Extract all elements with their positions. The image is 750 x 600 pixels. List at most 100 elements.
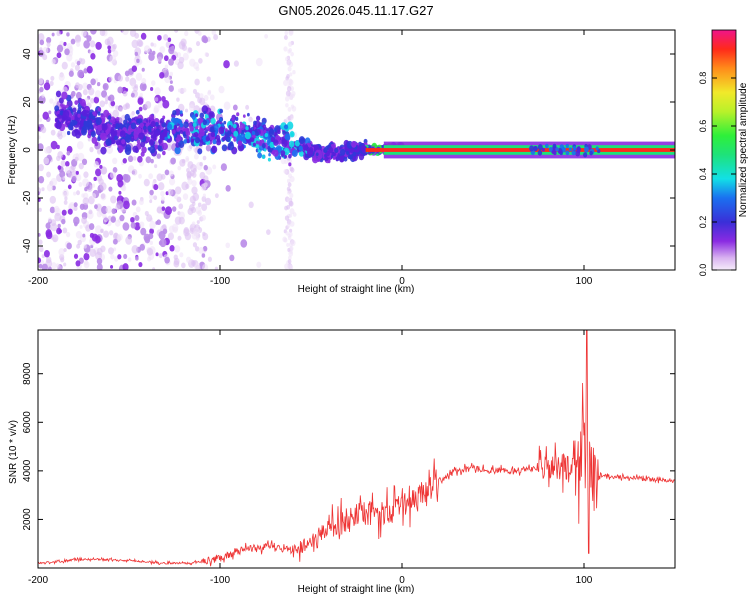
spectrogram-cell bbox=[95, 117, 102, 126]
spectrogram-cell bbox=[210, 117, 216, 125]
spectrogram-cell bbox=[287, 106, 292, 112]
spectrogram-cell bbox=[38, 135, 41, 140]
spectrogram-cell bbox=[261, 117, 267, 125]
spectrogram-cell bbox=[97, 136, 101, 142]
spectrogram-cell bbox=[544, 143, 549, 149]
spectrogram-cell bbox=[148, 52, 155, 61]
spectrogram-cell bbox=[183, 226, 190, 234]
spectrogram-cell bbox=[213, 34, 219, 41]
spectrogram-cell bbox=[63, 200, 68, 205]
spectrogram-cell bbox=[190, 138, 195, 143]
spectrogram-cell bbox=[174, 194, 179, 200]
spectrogram-cell bbox=[137, 97, 144, 105]
spectrogram-cell bbox=[289, 267, 293, 270]
spectrogram-cell bbox=[47, 217, 52, 223]
spectrogram-cell bbox=[43, 249, 50, 258]
spectrogram-cell bbox=[66, 130, 71, 136]
spectrogram-cell bbox=[74, 35, 82, 44]
spectrogram-cell bbox=[197, 148, 203, 155]
spectrogram-cell bbox=[289, 221, 295, 227]
spectrogram-cell bbox=[589, 150, 593, 156]
spectrogram-cell bbox=[163, 128, 168, 135]
spectrogram-cell bbox=[290, 115, 294, 120]
spectrogram-cell bbox=[149, 240, 154, 246]
spectrogram-cell bbox=[199, 93, 204, 99]
spectrogram-cell bbox=[263, 129, 267, 134]
spectrogram-cell bbox=[94, 204, 98, 210]
spectrogram-cell bbox=[41, 93, 45, 98]
spectrogram-cell bbox=[565, 150, 570, 156]
spectrogram-cell bbox=[223, 60, 230, 69]
spectrogram-cell bbox=[64, 48, 70, 56]
top-y-axis-label: Frequency (Hz) bbox=[7, 116, 18, 185]
spectrogram-cell bbox=[99, 100, 106, 108]
spectrogram-cell bbox=[287, 66, 292, 72]
spectrogram-cell bbox=[207, 90, 212, 96]
spectrogram-cell bbox=[186, 135, 190, 140]
spectrogram-cell bbox=[50, 75, 55, 81]
spectrogram-cell bbox=[529, 145, 534, 152]
spectrogram-cell bbox=[202, 36, 209, 44]
spectrogram-cell bbox=[201, 214, 206, 221]
spectrogram-cell bbox=[38, 164, 44, 172]
spectrogram-cell bbox=[290, 104, 295, 109]
spectrogram-cell bbox=[42, 54, 48, 61]
spectrogram-cell bbox=[148, 173, 154, 180]
spectrogram-cell bbox=[57, 114, 60, 118]
spectrogram-cell bbox=[182, 87, 187, 93]
spectrogram-cell bbox=[218, 126, 225, 135]
spectrogram-cell bbox=[58, 248, 65, 256]
spectrogram-cell bbox=[269, 141, 275, 149]
spectrogram-cell bbox=[130, 216, 135, 223]
spectrogram-cell bbox=[287, 49, 291, 54]
spectrogram-cell bbox=[228, 124, 232, 130]
spectrogram-cell bbox=[130, 122, 137, 130]
spectrogram-cell bbox=[191, 186, 198, 195]
spectrogram-cell bbox=[167, 37, 172, 42]
spectrogram-cell bbox=[49, 206, 56, 214]
spectrogram-cell bbox=[88, 87, 95, 96]
spectrogram-cell bbox=[286, 223, 291, 229]
spectrogram-cell bbox=[38, 207, 42, 212]
spectrogram-cell bbox=[65, 231, 71, 238]
spectrogram-cell bbox=[197, 202, 202, 208]
spectrogram-cell bbox=[150, 135, 154, 139]
spectrogram-cell bbox=[283, 79, 289, 87]
spectrogram-cell bbox=[95, 225, 102, 234]
spectrogram-cell bbox=[103, 215, 109, 223]
spectrogram-cell bbox=[39, 86, 44, 93]
spectrogram-cell bbox=[84, 260, 89, 266]
spectrogram-cell bbox=[210, 131, 216, 138]
spectrogram-cell bbox=[149, 221, 156, 230]
spectrogram-cell bbox=[548, 146, 553, 152]
spectrogram-cell bbox=[64, 196, 68, 201]
spectrogram-cell bbox=[148, 114, 155, 121]
spectrogram-cell bbox=[231, 117, 235, 121]
spectrogram-cell bbox=[136, 139, 141, 144]
spectrogram-cell bbox=[71, 175, 77, 183]
spectrogram-cell bbox=[83, 68, 88, 74]
spectrogram-cell bbox=[41, 263, 48, 270]
spectrogram-cell bbox=[103, 230, 109, 238]
spectrogram-cell bbox=[288, 250, 294, 257]
spectrogram-cell bbox=[66, 242, 72, 250]
spectrogram-cell bbox=[96, 149, 102, 155]
spectrogram-cell bbox=[110, 195, 117, 204]
spectrogram-cell bbox=[107, 45, 112, 50]
spectrogram-cell bbox=[70, 62, 76, 68]
spectrogram-cell bbox=[139, 199, 144, 206]
spectrogram-cell bbox=[285, 103, 289, 108]
top-x-tick-label: 100 bbox=[576, 276, 593, 287]
spectrogram-cell bbox=[38, 187, 42, 195]
spectrogram-cell bbox=[168, 177, 176, 186]
spectrogram-cell bbox=[131, 39, 139, 49]
spectrogram-cell bbox=[263, 148, 267, 152]
spectrogram-cell bbox=[277, 129, 281, 135]
spectrogram-cell bbox=[77, 152, 85, 162]
spectrogram-cell bbox=[229, 254, 235, 262]
spectrogram-cell bbox=[173, 254, 178, 260]
spectrogram-cell bbox=[202, 119, 208, 126]
spectrogram-cell bbox=[186, 256, 192, 264]
spectrogram-cell bbox=[345, 150, 350, 155]
spectrogram-cell bbox=[290, 167, 295, 173]
